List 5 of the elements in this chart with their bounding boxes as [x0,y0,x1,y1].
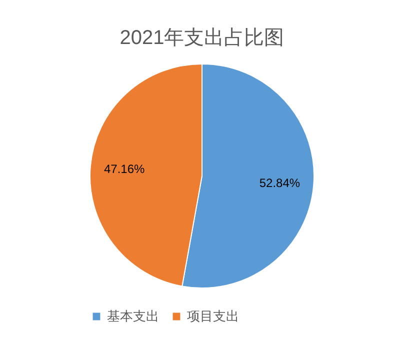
data-label: 47.16% [104,162,145,176]
legend-label: 基本支出 [107,308,159,324]
data-label: 52.84% [259,176,300,190]
legend-label: 项目支出 [187,308,239,324]
chart-title: 2021年支出占比图 [120,27,284,49]
